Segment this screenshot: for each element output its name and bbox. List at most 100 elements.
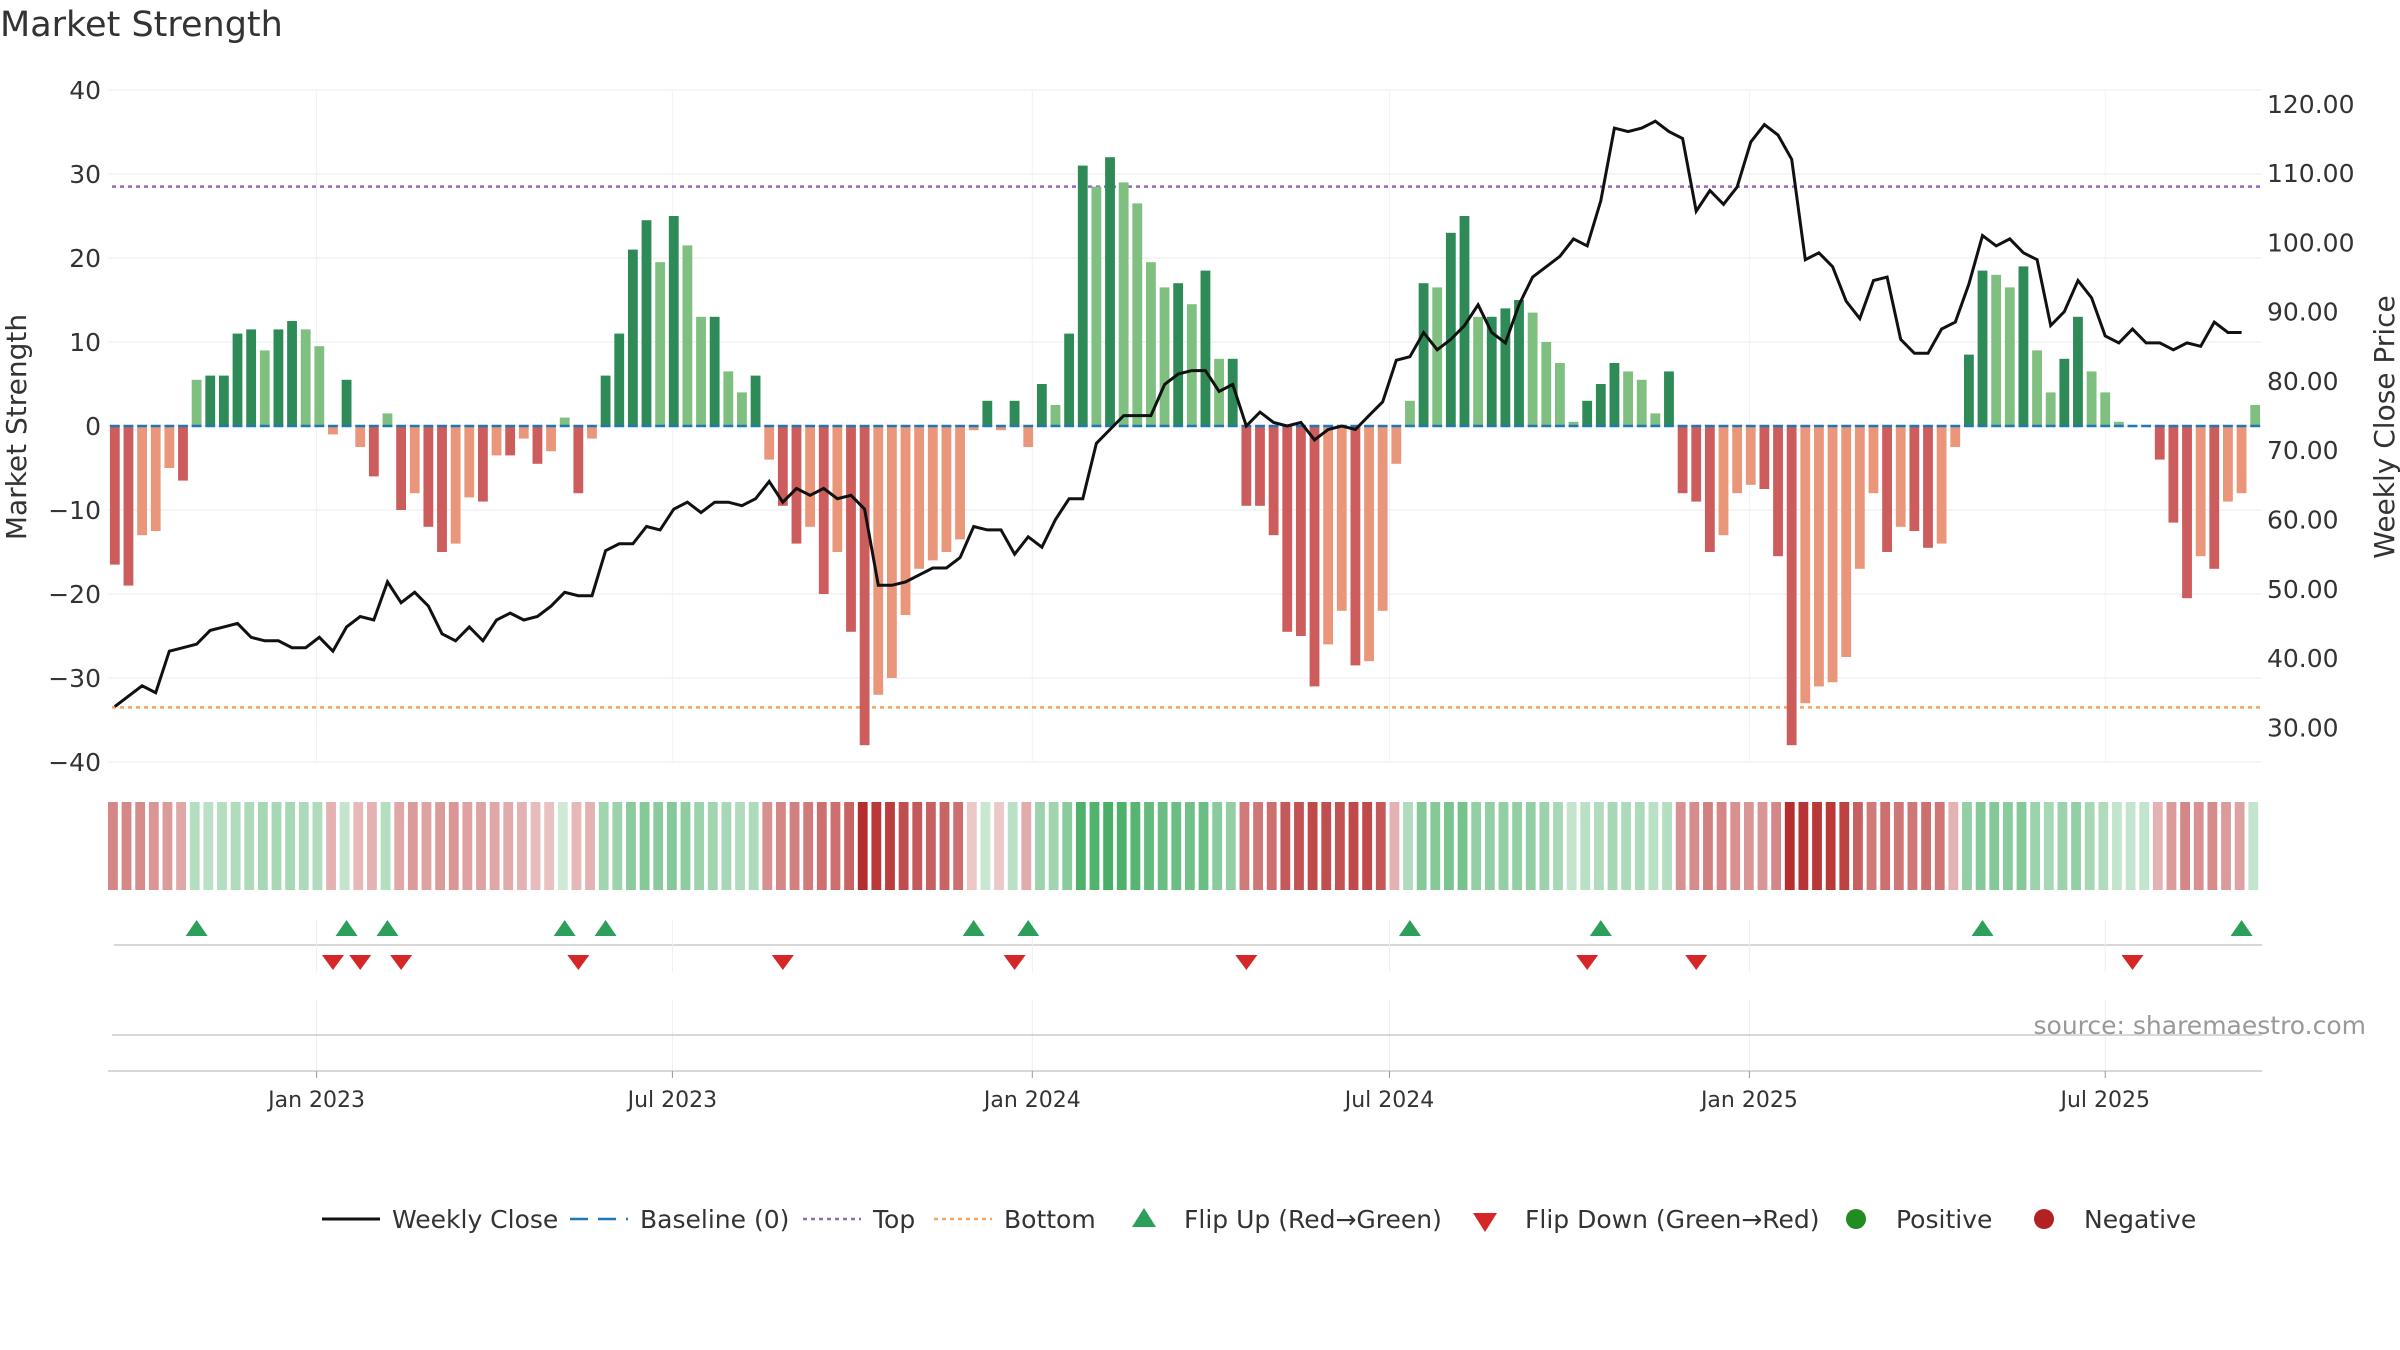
right-y-tick-label: 70.00 xyxy=(2267,436,2339,465)
heat-cell xyxy=(2057,802,2068,890)
heat-cell xyxy=(1771,802,1782,890)
strength-bar xyxy=(968,426,979,431)
strength-bar xyxy=(1650,413,1661,426)
strength-bar xyxy=(559,417,570,426)
heat-cell xyxy=(1648,802,1659,890)
heat-cell xyxy=(1062,802,1073,890)
heat-cell xyxy=(598,802,609,890)
strength-bar xyxy=(1023,426,1034,447)
strength-bar xyxy=(1295,426,1306,636)
heat-cell xyxy=(530,802,541,890)
strength-bar xyxy=(2059,358,2070,426)
strength-bar xyxy=(1255,426,1265,506)
heat-cell xyxy=(135,802,146,890)
strength-bar xyxy=(1554,363,1565,426)
flip-markers-panel xyxy=(114,920,2262,972)
strength-bar xyxy=(396,426,407,510)
heat-cell xyxy=(285,802,296,890)
strength-bar xyxy=(1323,426,1334,645)
strength-bar xyxy=(1241,426,1252,506)
heat-cell xyxy=(1989,802,2000,890)
strength-bar xyxy=(1827,426,1838,683)
strength-bar xyxy=(1800,426,1811,704)
heat-cell xyxy=(571,802,582,890)
strength-bar xyxy=(218,375,229,426)
heat-cell xyxy=(1975,802,1986,890)
flip-up-marker xyxy=(1398,920,1421,936)
heat-cell xyxy=(1730,802,1741,890)
heat-cell xyxy=(1157,802,1168,890)
heat-cell xyxy=(585,802,595,890)
heat-cell xyxy=(476,802,486,890)
heat-cell xyxy=(666,802,677,890)
heat-cell xyxy=(1280,802,1291,890)
heat-cell xyxy=(844,802,854,890)
strength-bar xyxy=(805,426,816,527)
strength-bar xyxy=(2154,426,2165,460)
flip-down-marker xyxy=(321,955,344,970)
x-tick-label: Jul 2025 xyxy=(2058,1088,2150,1113)
heat-cell xyxy=(939,802,950,890)
flip-down-marker xyxy=(2121,955,2144,970)
heat-cell xyxy=(2193,802,2204,890)
strength-bar xyxy=(600,375,611,426)
strength-bar xyxy=(668,216,679,426)
heat-cell xyxy=(2071,802,2081,890)
heat-cell xyxy=(2084,802,2095,890)
right-y-tick-label: 90.00 xyxy=(2267,298,2339,327)
heat-cell xyxy=(312,802,323,890)
heat-cell xyxy=(203,802,214,890)
strength-bar xyxy=(355,426,366,447)
heat-cell xyxy=(503,802,514,890)
strength-bar xyxy=(368,426,379,477)
heat-cell xyxy=(1716,802,1727,890)
strength-bar xyxy=(1664,371,1674,426)
heat-cell xyxy=(2207,802,2218,890)
heat-cell xyxy=(1362,802,1373,890)
heat-cell xyxy=(2166,802,2177,890)
heat-cell xyxy=(1253,802,1263,890)
flip-down-marker xyxy=(390,955,413,970)
legend-label: Negative xyxy=(2084,1205,2196,1234)
heat-cell xyxy=(1662,802,1672,890)
strength-bar xyxy=(164,426,175,468)
heat-cell xyxy=(953,802,964,890)
strength-bar xyxy=(1773,426,1783,557)
heat-cell xyxy=(339,802,350,890)
heat-cell xyxy=(407,802,418,890)
strength-bar xyxy=(709,316,720,426)
strength-bar xyxy=(1159,287,1170,426)
strength-bar xyxy=(1514,300,1524,426)
heat-cell xyxy=(626,802,636,890)
heat-cell xyxy=(2125,802,2136,890)
strength-bar xyxy=(437,426,447,552)
heat-cell xyxy=(1185,802,1195,890)
legend-label: Top xyxy=(872,1205,915,1234)
heat-cell xyxy=(1539,802,1550,890)
strength-bar xyxy=(382,413,393,426)
heat-cell xyxy=(735,802,745,890)
strength-bar xyxy=(1527,312,1538,426)
strength-bar xyxy=(1350,426,1361,666)
heat-cell xyxy=(2016,802,2027,890)
strength-bar xyxy=(1745,426,1756,485)
strength-bar xyxy=(1500,308,1511,426)
left-y-tick-label: −30 xyxy=(48,664,101,693)
heat-cell xyxy=(707,802,718,890)
legend-label: Weekly Close xyxy=(392,1205,558,1234)
right-y-tick-label: 30.00 xyxy=(2267,713,2339,742)
strength-bar xyxy=(341,379,352,426)
strength-bar xyxy=(1405,400,1415,426)
heat-cell xyxy=(2139,802,2150,890)
heat-cell xyxy=(353,802,364,890)
strength-bar xyxy=(832,426,843,552)
right-y-tick-label: 60.00 xyxy=(2267,506,2339,535)
heat-cell xyxy=(1634,802,1645,890)
strength-bar xyxy=(191,379,202,426)
left-y-tick-label: 10 xyxy=(69,328,101,357)
strength-bar xyxy=(1077,165,1088,426)
strength-bar xyxy=(1200,270,1211,426)
x-tick-label: Jan 2023 xyxy=(266,1088,365,1113)
weekly-close-line xyxy=(113,119,2242,708)
strength-bar xyxy=(1377,426,1388,611)
